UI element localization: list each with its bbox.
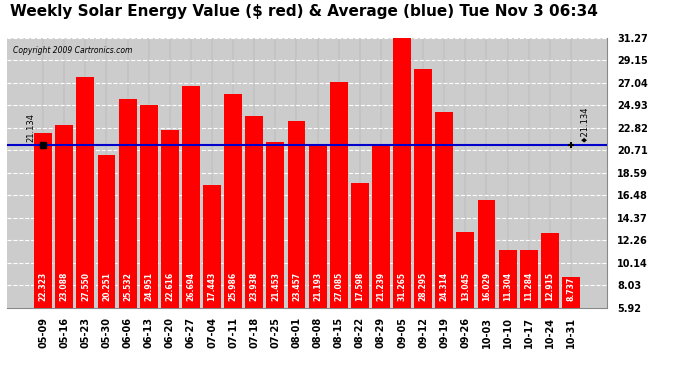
Bar xyxy=(351,183,368,370)
Bar xyxy=(541,233,559,370)
Bar xyxy=(414,69,432,370)
Bar xyxy=(119,99,137,370)
Text: 21.239: 21.239 xyxy=(377,272,386,302)
Text: 28.295: 28.295 xyxy=(419,272,428,302)
Text: 27.550: 27.550 xyxy=(81,272,90,302)
Bar xyxy=(562,278,580,370)
Text: ♦21.134: ♦21.134 xyxy=(580,106,589,142)
Bar xyxy=(224,94,242,370)
Bar xyxy=(77,77,95,370)
Bar xyxy=(372,144,390,370)
Bar xyxy=(182,86,200,370)
Text: 21.453: 21.453 xyxy=(271,272,280,302)
Text: 12.915: 12.915 xyxy=(545,272,554,302)
Text: 23.938: 23.938 xyxy=(250,272,259,302)
Text: 23.088: 23.088 xyxy=(60,272,69,302)
Bar xyxy=(203,185,221,370)
Bar xyxy=(246,116,264,370)
Bar xyxy=(435,112,453,370)
Text: 31.265: 31.265 xyxy=(397,272,406,302)
Bar xyxy=(520,251,538,370)
Text: 17.598: 17.598 xyxy=(355,272,364,302)
Bar xyxy=(393,38,411,370)
Text: 13.045: 13.045 xyxy=(461,272,470,302)
Bar xyxy=(266,142,284,370)
Bar xyxy=(288,121,306,370)
Text: Copyright 2009 Cartronics.com: Copyright 2009 Cartronics.com xyxy=(13,46,132,55)
Text: 8.737: 8.737 xyxy=(566,277,575,302)
Text: 22.323: 22.323 xyxy=(39,272,48,302)
Text: 21.193: 21.193 xyxy=(313,272,322,302)
Text: 20.251: 20.251 xyxy=(102,272,111,302)
Bar xyxy=(161,130,179,370)
Text: 24.951: 24.951 xyxy=(144,272,153,302)
Text: 21.134: 21.134 xyxy=(26,113,35,142)
Text: 11.304: 11.304 xyxy=(503,272,512,302)
Bar xyxy=(330,82,348,370)
Bar xyxy=(34,133,52,370)
Text: 25.986: 25.986 xyxy=(228,272,237,302)
Bar xyxy=(456,232,474,370)
Bar xyxy=(499,250,517,370)
Text: 25.532: 25.532 xyxy=(123,273,132,302)
Text: 17.443: 17.443 xyxy=(208,272,217,302)
Text: 16.029: 16.029 xyxy=(482,272,491,302)
Bar xyxy=(55,124,73,370)
Bar xyxy=(308,145,326,370)
Text: 22.616: 22.616 xyxy=(166,272,175,302)
Text: 27.085: 27.085 xyxy=(334,272,343,302)
Text: 11.284: 11.284 xyxy=(524,272,533,302)
Text: 26.694: 26.694 xyxy=(186,272,195,302)
Text: Weekly Solar Energy Value ($ red) & Average (blue) Tue Nov 3 06:34: Weekly Solar Energy Value ($ red) & Aver… xyxy=(10,4,598,19)
Text: 24.314: 24.314 xyxy=(440,272,449,302)
Bar xyxy=(97,155,115,370)
Bar xyxy=(477,200,495,370)
Text: 23.457: 23.457 xyxy=(292,272,301,302)
Bar xyxy=(140,105,158,370)
